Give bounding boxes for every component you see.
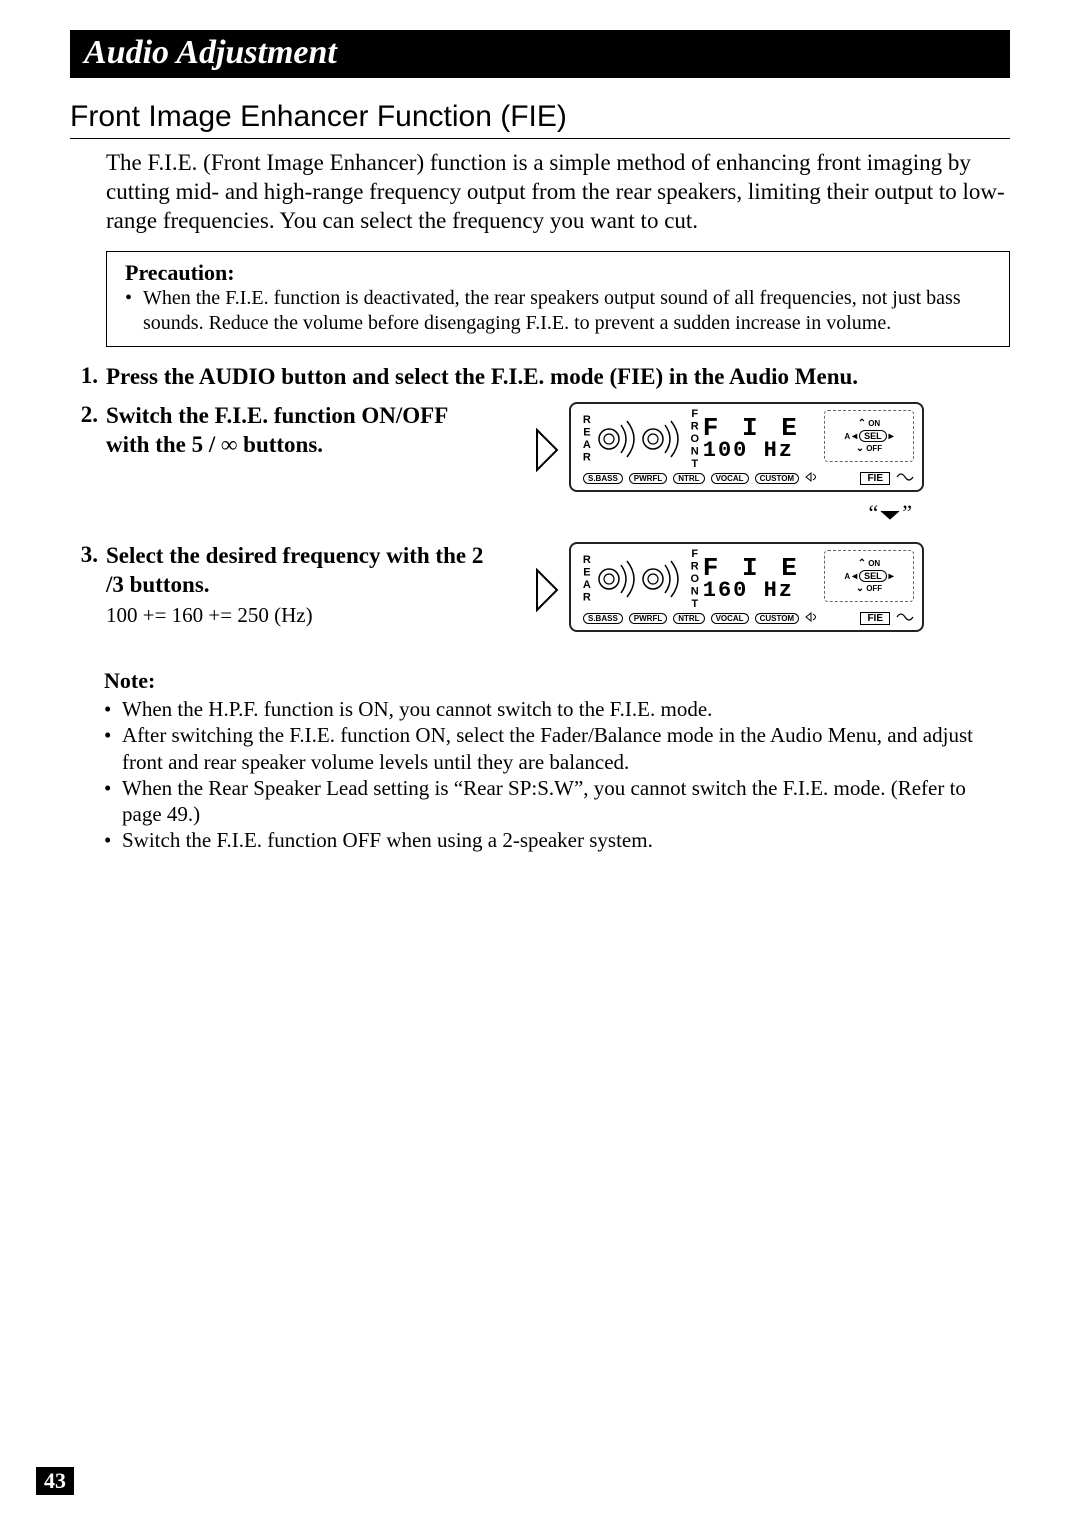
mode-pill: PWRFL [629,473,667,484]
speaker-glyph-icon [595,415,685,463]
down-arrow-annotation: “” [868,500,912,526]
speaker-small-icon [805,611,821,625]
sel-label: SEL [859,570,887,582]
on-label: ON [868,419,880,428]
panel-bottom-row: S.BASS PWRFL NTRL VOCAL CUSTOM FIE [583,610,914,626]
note-title: Note: [104,668,1010,694]
right-triangle-icon: ▸ [889,571,894,582]
arrow-up-icon: ⌃ [858,558,866,569]
step-3: 3. Select the desired frequency with the… [70,542,1010,638]
left-triangle-icon: ◂ [852,431,857,442]
off-label: OFF [866,584,882,593]
step-3-figure: REAR FRONT [494,542,924,638]
arrow-up-icon: ⌃ [858,418,866,429]
speaker-small-icon [805,471,821,485]
mode-pill: VOCAL [711,613,749,624]
page-number: 43 [36,1467,74,1495]
page-title: Audio Adjustment [84,34,337,71]
step-2: 2. Switch the F.I.E. function ON/OFF wit… [70,402,1010,536]
bullet-icon: • [104,722,122,775]
step-text: Press the AUDIO button and select the F.… [106,363,1010,392]
bullet-icon: • [104,775,122,828]
note-item: • After switching the F.I.E. function ON… [104,722,1010,775]
bullet-icon: • [125,286,143,336]
precaution-title: Precaution: [125,260,991,286]
rear-label: REAR [581,414,591,464]
step-2-figure: REAR FRONT [494,402,924,536]
step-text: Switch the F.I.E. function ON/OFF with t… [106,402,486,460]
lcd-panel-1: REAR FRONT [569,402,924,492]
a-label: A [844,432,850,441]
note-item: • Switch the F.I.E. function OFF when us… [104,827,1010,853]
sel-label: SEL [859,430,887,442]
precaution-item: • When the F.I.E. function is deactivate… [125,286,991,336]
bullet-icon: • [104,696,122,722]
section-heading: Front Image Enhancer Function (FIE) [70,100,1010,139]
a-label: A [844,572,850,581]
note-text: After switching the F.I.E. function ON, … [122,722,1010,775]
mode-pill: CUSTOM [755,473,800,484]
arrow-down-icon: ⌄ [856,443,864,454]
page-title-bar: Audio Adjustment [70,30,1010,78]
lcd-panel-2: REAR FRONT [569,542,924,632]
note-item: • When the H.P.F. function is ON, you ca… [104,696,1010,722]
step-1: 1. Press the AUDIO button and select the… [70,363,1010,392]
on-label: ON [868,559,880,568]
note-text: When the Rear Speaker Lead setting is “R… [122,775,1010,828]
note-text: When the H.P.F. function is ON, you cann… [122,696,1010,722]
intro-paragraph: The F.I.E. (Front Image Enhancer) functi… [106,149,1010,235]
fie-indicator: FIE [860,472,890,485]
step-text-wrap: Select the desired frequency with the 2 … [106,542,486,628]
step-number: 3. [70,542,98,568]
step-subtext: 100 += 160 += 250 (Hz) [106,602,486,628]
mode-pill: NTRL [673,473,704,484]
speaker-glyph-icon [595,555,685,603]
right-triangle-icon: ▸ [889,431,894,442]
step-text: Select the desired frequency with the 2 … [106,543,483,597]
triangle-marker-icon [535,568,559,612]
lcd-line-2: 160 Hz [703,581,801,602]
sel-box: ⌃ ON A ◂ SEL ▸ ⌄ OFF [824,550,914,602]
precaution-text: When the F.I.E. function is deactivated,… [143,286,991,336]
bullet-icon: • [104,827,122,853]
sel-box: ⌃ ON A ◂ SEL ▸ ⌄ OFF [824,410,914,462]
wave-icon [896,611,914,625]
mode-pill: S.BASS [583,473,623,484]
precaution-box: Precaution: • When the F.I.E. function i… [106,251,1010,347]
step-number: 1. [70,363,98,389]
lcd-line-2: 100 Hz [703,441,801,462]
mode-pill: CUSTOM [755,613,800,624]
note-text: Switch the F.I.E. function OFF when usin… [122,827,1010,853]
front-label: FRONT [689,548,699,611]
mode-pill: S.BASS [583,613,623,624]
note-block: Note: • When the H.P.F. function is ON, … [104,668,1010,854]
rear-label: REAR [581,554,591,604]
wave-icon [896,471,914,485]
off-label: OFF [866,444,882,453]
mode-pill: PWRFL [629,613,667,624]
panel-bottom-row: S.BASS PWRFL NTRL VOCAL CUSTOM FIE [583,470,914,486]
step-number: 2. [70,402,98,428]
fie-indicator: FIE [860,612,890,625]
mode-pill: NTRL [673,613,704,624]
triangle-marker-icon [535,428,559,472]
front-label: FRONT [689,408,699,471]
note-item: • When the Rear Speaker Lead setting is … [104,775,1010,828]
arrow-down-icon: ⌄ [856,583,864,594]
mode-pill: VOCAL [711,473,749,484]
left-triangle-icon: ◂ [852,571,857,582]
